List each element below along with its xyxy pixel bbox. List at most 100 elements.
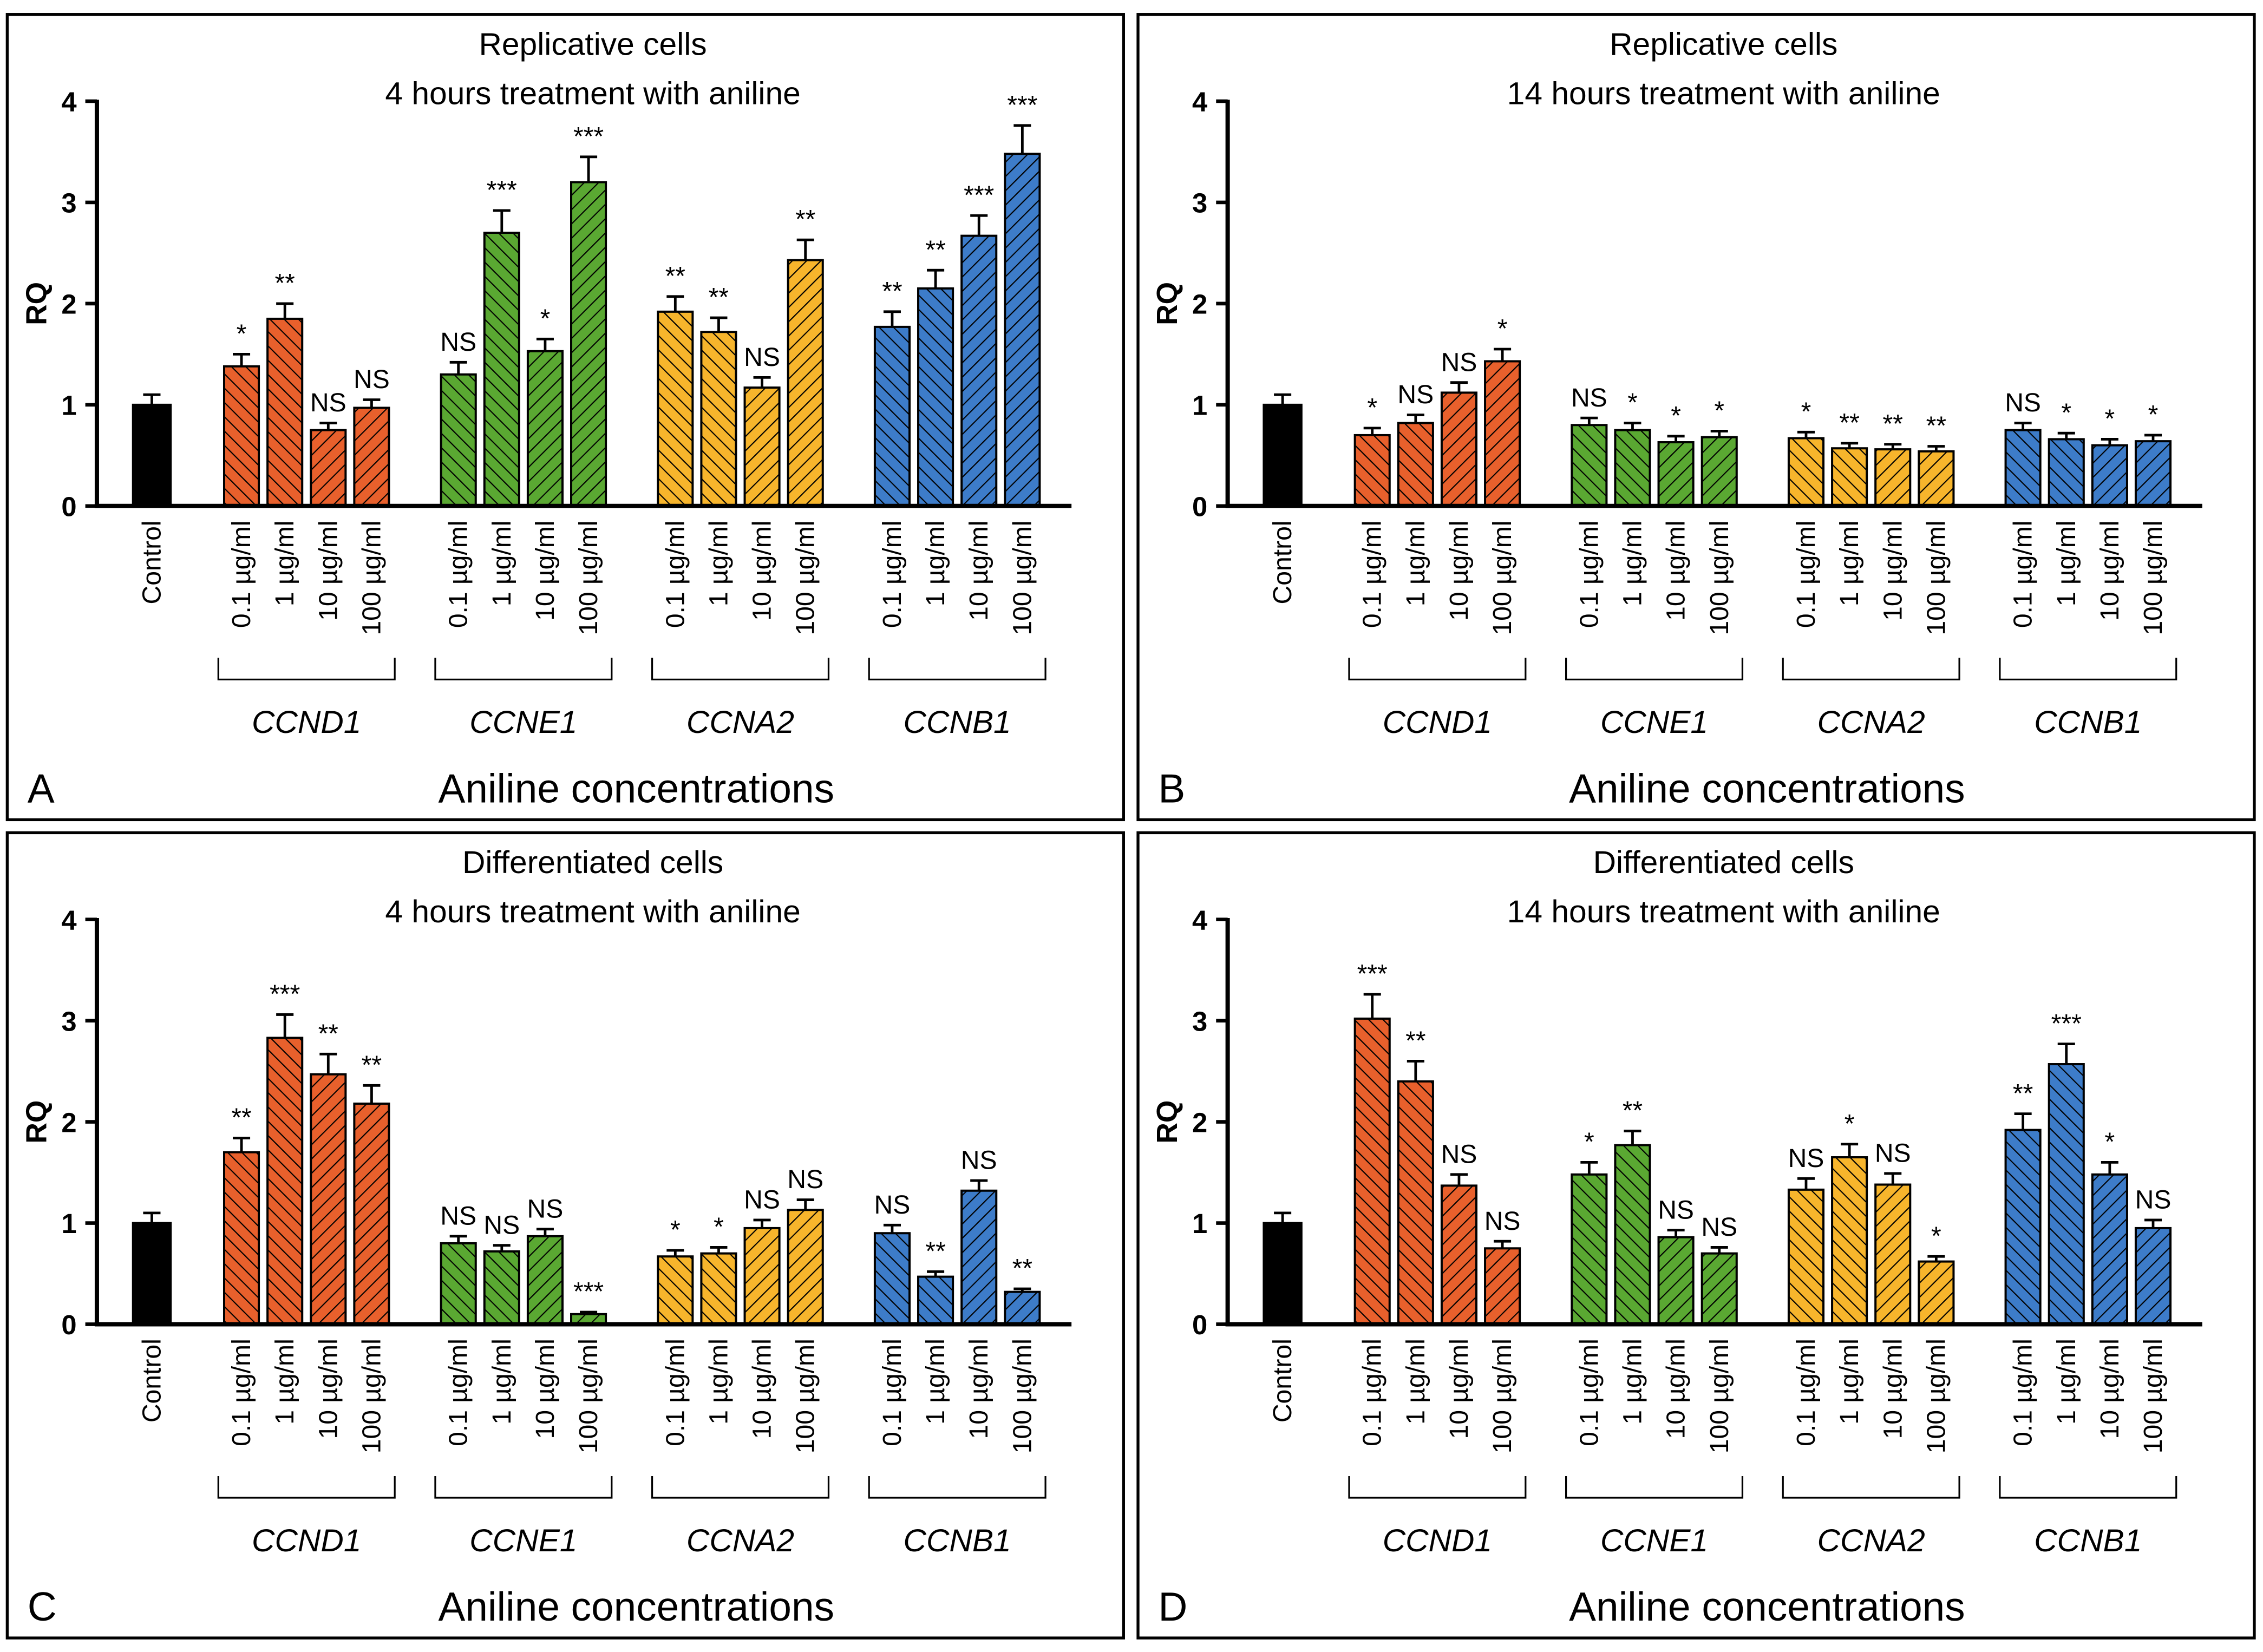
bar xyxy=(1484,1247,1521,1326)
panel-frame xyxy=(5,831,1125,1640)
bar xyxy=(743,1227,781,1326)
error-bar xyxy=(1841,1143,1859,1158)
group-label: CCNA2 xyxy=(686,705,794,740)
significance-label: NS xyxy=(1441,1139,1477,1169)
control-bar xyxy=(1263,403,1303,507)
significance-label: NS xyxy=(2005,388,2041,417)
x-tick-label: 10 µg/ml xyxy=(964,521,993,621)
significance-label: * xyxy=(1845,1109,1855,1138)
group-bracket xyxy=(1999,658,2177,680)
x-tick-label: 1 µg/ml xyxy=(1401,521,1430,607)
group-bracket xyxy=(1565,658,1744,680)
x-tick-label: 100 µg/ml xyxy=(2138,1339,2168,1453)
significance-label: *** xyxy=(964,181,994,210)
control-bar xyxy=(132,1222,172,1326)
x-tick-label: 1 µg/ml xyxy=(270,521,299,607)
x-tick-label: 10 µg/ml xyxy=(1662,1339,1691,1439)
significance-label: * xyxy=(1714,396,1724,425)
x-tick-label: 10 µg/ml xyxy=(748,1339,777,1439)
error-bar xyxy=(1363,427,1381,435)
panel-frame xyxy=(1136,13,2256,822)
x-tick-label: 10 µg/ml xyxy=(313,521,343,621)
bar xyxy=(1353,1017,1391,1326)
significance-label: *** xyxy=(573,122,604,151)
bar xyxy=(1918,1260,1955,1326)
bar xyxy=(917,287,954,507)
error-bar xyxy=(970,214,988,236)
x-tick-label: 10 µg/ml xyxy=(1878,1339,1907,1439)
x-tick-label: 100 µg/ml xyxy=(791,521,820,635)
significance-label: * xyxy=(1367,393,1377,422)
significance-label: ** xyxy=(1012,1254,1032,1283)
error-bar xyxy=(1450,1173,1468,1186)
y-tick-label: 4 xyxy=(61,87,76,117)
error-bar xyxy=(2101,438,2118,445)
bar xyxy=(2134,1227,2172,1326)
chart-title: Replicative cells xyxy=(479,27,707,62)
significance-label: ** xyxy=(362,1051,382,1080)
y-tick-label: 3 xyxy=(61,188,76,219)
chart-panel: Differentiated cells 4 hours treatment wi… xyxy=(5,831,1125,1640)
error-bar xyxy=(1494,1240,1512,1249)
panel-label: D xyxy=(1158,1584,1187,1629)
bar xyxy=(1831,1156,1868,1326)
group-bracket xyxy=(868,1476,1047,1499)
x-tick-label: 10 µg/ml xyxy=(748,521,777,621)
significance-label: NS xyxy=(440,1201,476,1230)
error-bar xyxy=(1274,1211,1292,1223)
significance-label: ** xyxy=(1883,409,1903,438)
error-bar xyxy=(1580,416,1598,425)
significance-label: * xyxy=(540,304,551,333)
error-bar xyxy=(710,1246,728,1254)
error-bar xyxy=(666,1249,684,1257)
significance-label: NS xyxy=(527,1194,564,1223)
bar xyxy=(2004,1129,2042,1326)
x-tick-label: 1 µg/ml xyxy=(1401,1339,1430,1425)
bar xyxy=(310,1073,347,1326)
bar xyxy=(743,386,781,507)
x-tick-label: 100 µg/ml xyxy=(1488,521,1517,635)
bar xyxy=(266,1037,304,1326)
error-bar xyxy=(753,1218,771,1228)
error-bar xyxy=(1624,422,1641,430)
error-bar xyxy=(970,1179,988,1191)
significance-label: *** xyxy=(1007,90,1037,120)
error-bar xyxy=(1407,414,1424,423)
bar xyxy=(2048,1063,2085,1326)
significance-label: NS xyxy=(961,1146,997,1175)
bar xyxy=(483,232,520,507)
significance-label: NS xyxy=(744,1185,780,1215)
error-bar xyxy=(1927,445,1945,451)
panel-label: C xyxy=(28,1584,57,1629)
significance-label: * xyxy=(1931,1222,1941,1251)
error-bar xyxy=(1013,1287,1031,1292)
error-bar xyxy=(449,1235,467,1243)
group-label: CCNB1 xyxy=(2034,705,2142,740)
error-bar xyxy=(1667,435,1685,443)
significance-label: *** xyxy=(2051,1009,2082,1038)
significance-label: NS xyxy=(787,1165,823,1194)
significance-label: * xyxy=(1584,1127,1594,1157)
significance-label: NS xyxy=(483,1210,520,1240)
error-bar xyxy=(1841,442,1859,449)
error-bar xyxy=(449,360,467,375)
error-bar xyxy=(493,1244,511,1251)
x-tick-label: 1 µg/ml xyxy=(2052,1339,2081,1425)
error-bar xyxy=(2057,1043,2075,1065)
bar xyxy=(1614,429,1651,507)
error-bar xyxy=(666,295,684,312)
y-tick-label: 0 xyxy=(61,1309,76,1340)
y-axis-label: RQ xyxy=(21,282,53,325)
bar xyxy=(353,407,390,507)
x-tick-label: 0.1 µg/ml xyxy=(878,1339,907,1446)
error-bar xyxy=(319,1052,337,1074)
significance-label: *** xyxy=(573,1277,604,1307)
bar xyxy=(1440,1184,1478,1326)
significance-label: * xyxy=(1627,388,1638,417)
x-tick-label: 10 µg/ml xyxy=(2095,1339,2124,1439)
error-bar xyxy=(1710,1246,1728,1254)
significance-label: *** xyxy=(1357,960,1388,989)
chart-panel: Replicative cells 14 hours treatment with… xyxy=(1136,13,2256,822)
x-tick-label: 0.1 µg/ml xyxy=(1574,521,1604,628)
